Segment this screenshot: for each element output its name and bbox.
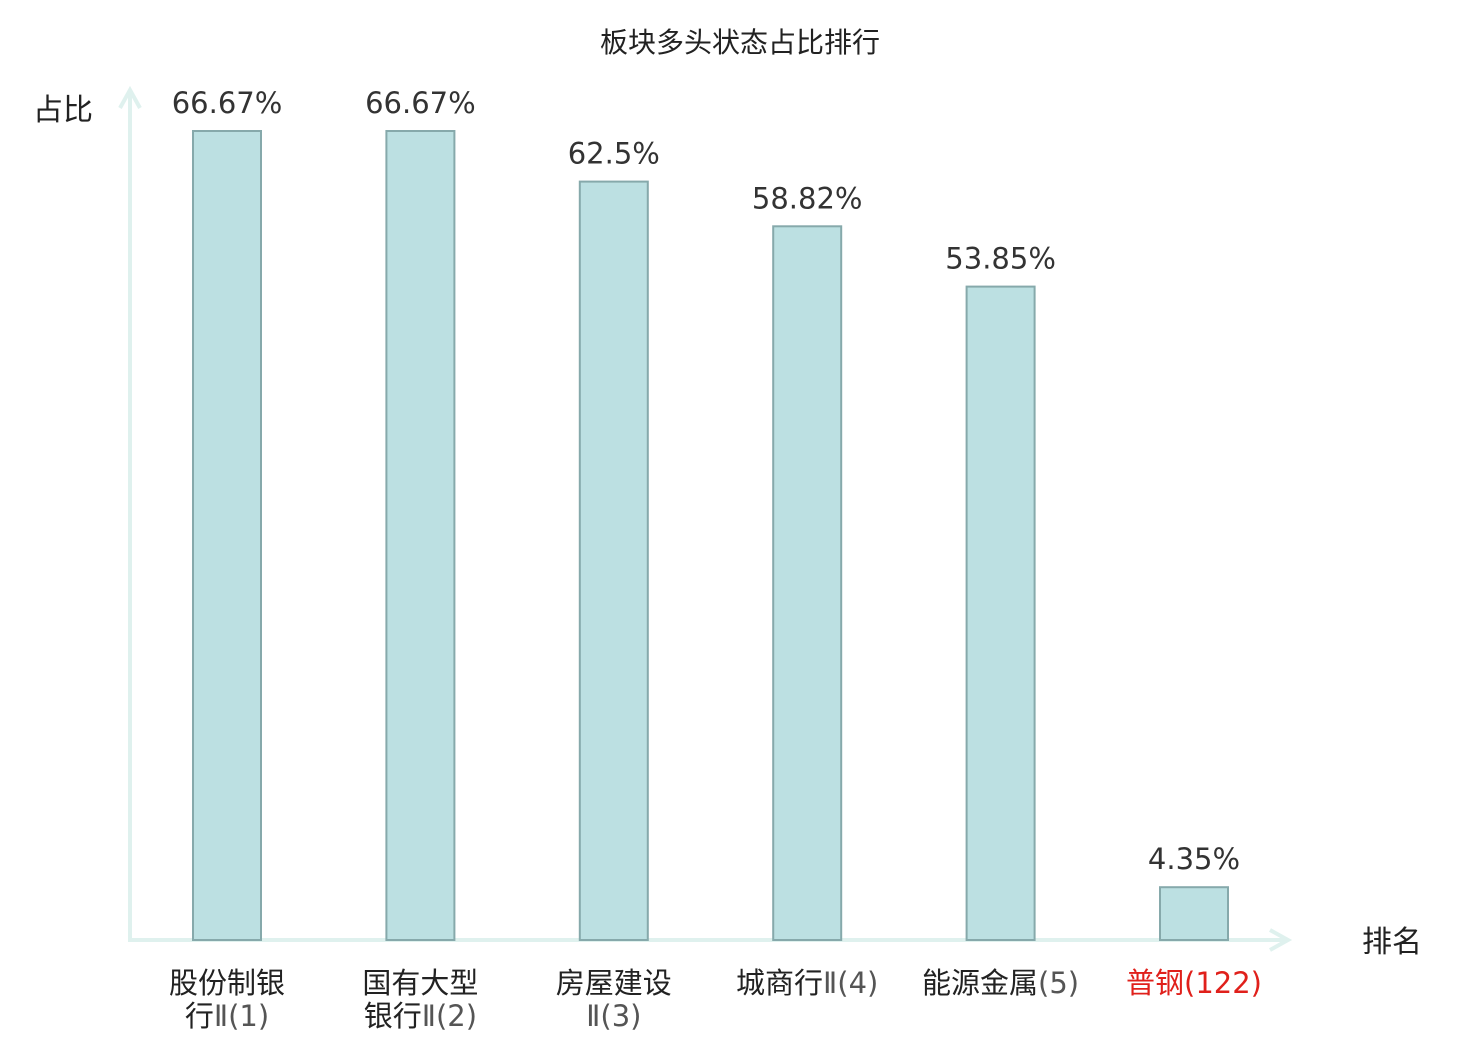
- category-rank: Ⅱ(1): [214, 999, 269, 1033]
- category-rank: (5): [1038, 966, 1079, 1000]
- category-tick-label: 银行Ⅱ(2): [364, 999, 477, 1033]
- bar-value-label: 62.5%: [568, 137, 660, 171]
- category-tick-label: 能源金属(5): [922, 966, 1079, 1000]
- bars-group: [192, 130, 1229, 942]
- x-axis-arrow: [1269, 928, 1293, 952]
- category-rank: (122): [1184, 966, 1262, 1000]
- chart-title: 板块多头状态占比排行: [600, 26, 880, 59]
- x-axis: 排名: [128, 925, 1422, 960]
- category-name: 股份制银: [169, 966, 285, 1000]
- category-tick-label: Ⅱ(3): [586, 999, 641, 1033]
- value-labels-group: 66.67% 66.67% 62.5% 58.82% 53.85% 4.35%: [172, 86, 1240, 876]
- bar: [578, 180, 649, 942]
- category-tick-label: 行Ⅱ(1): [185, 999, 269, 1033]
- category-name: 行: [185, 999, 214, 1033]
- bar-value-label: 58.82%: [752, 181, 863, 215]
- bar-value-label: 66.67%: [172, 86, 283, 120]
- bar-value-label: 53.85%: [945, 242, 1056, 276]
- bar: [965, 285, 1036, 942]
- category-rank: Ⅱ(3): [586, 999, 641, 1033]
- bar-value-label: 66.67%: [365, 86, 476, 120]
- category-name: 城商行: [736, 966, 823, 1000]
- category-tick-label: 国有大型: [362, 966, 478, 1000]
- category-rank: Ⅱ(4): [823, 966, 878, 1000]
- bar: [385, 130, 456, 941]
- bar-value-label: 4.35%: [1148, 842, 1240, 876]
- category-tick-label: 房屋建设: [556, 966, 672, 1000]
- category-name: 房屋建设: [556, 966, 672, 1000]
- y-axis: 占比: [33, 85, 142, 940]
- category-tick-label: 股份制银: [169, 966, 285, 1000]
- bar: [772, 225, 843, 942]
- category-name: 能源金属: [922, 966, 1038, 1000]
- bar: [192, 130, 262, 941]
- bar: [1159, 886, 1229, 942]
- y-axis-label: 占比: [33, 93, 93, 128]
- category-tick-label: 普钢(122): [1126, 966, 1262, 1000]
- category-name: 国有大型: [362, 966, 478, 1000]
- category-name: 银行: [364, 999, 422, 1033]
- category-tick-label: 城商行Ⅱ(4): [736, 966, 878, 1000]
- category-rank: Ⅱ(2): [422, 999, 477, 1033]
- x-axis-label: 排名: [1362, 925, 1422, 960]
- y-axis-arrow: [118, 85, 142, 109]
- category-name: 普钢: [1126, 966, 1184, 1000]
